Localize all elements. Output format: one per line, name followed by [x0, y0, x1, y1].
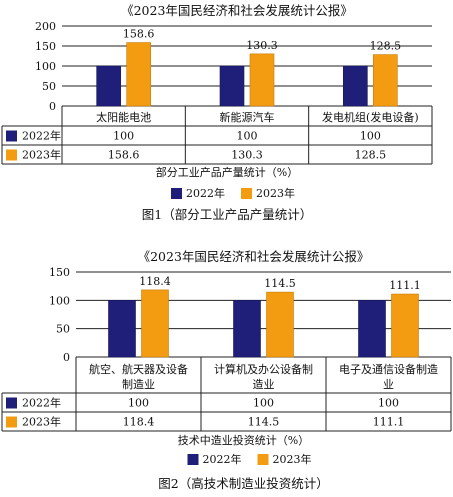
chart1-ytick-1: 50: [42, 80, 56, 93]
chart1-ytick-3: 150: [35, 40, 56, 53]
chart2-bar-2023-0: [141, 289, 169, 358]
chart1-table-cell-1-2: 128.5: [355, 149, 387, 162]
chart1-bar-2023-1: [249, 53, 275, 107]
chart1-bar-2022-0: [96, 65, 121, 107]
chart1-legend-label-2023: 2023年: [256, 186, 295, 200]
chart1-legend-swatch-2023: [241, 188, 252, 199]
chart2-table-cell-0-0: 100: [128, 397, 149, 410]
chart1-table-cell-1-0: 158.6: [108, 149, 140, 162]
chart2-bar-2023-2: [391, 293, 419, 358]
chart1-caption: 图1（部分工业产品产量统计）: [142, 207, 312, 222]
chart1-title: 《2023年国民经济和社会发展统计公报》: [121, 3, 353, 18]
chart2-bar-2023-1: [266, 291, 294, 358]
chart2-legend-label-2022: 2022年: [203, 452, 242, 466]
chart2-table-row-label-2023: 2023年: [22, 415, 61, 429]
chart1-table-cell-1-1: 130.3: [231, 149, 263, 162]
chart1-bar-2022-1: [219, 65, 245, 107]
chart1-category-1: 新能源汽车: [220, 110, 275, 124]
chart2-table-cell-1-1: 114.5: [248, 416, 280, 429]
chart2-data-label-1: 114.5: [264, 277, 296, 290]
chart1-table-swatch-2022: [6, 130, 17, 142]
chart2-category-1-line-1: 造业: [253, 377, 275, 391]
chart2-category-0-line-1: 制造业: [122, 377, 155, 391]
chart1-data-label-2: 128.5: [370, 40, 402, 53]
chart2-axis-title: 技术中造业投资统计（%）: [178, 433, 309, 447]
chart1-legend-label-2022: 2022年: [186, 186, 225, 200]
chart2-caption: 图2（高技术制造业投资统计）: [158, 476, 328, 491]
chart2-bar-2022-0: [108, 300, 136, 358]
chart1-table-cell-0-2: 100: [360, 130, 381, 143]
chart1-table-row-label-2023: 2023年: [22, 148, 61, 162]
chart1-category-2: 发电机组(发电设备): [322, 110, 419, 124]
chart2-table-cell-0-2: 100: [378, 397, 399, 410]
chart2-ytick-0: 0: [63, 351, 70, 364]
chart2-title: 《2023年国民经济和社会发展统计公报》: [138, 249, 370, 264]
chart2-table-row-label-2022: 2022年: [22, 396, 61, 410]
chart1-table-cell-0-0: 100: [113, 130, 134, 143]
chart2-legend-swatch-2022: [187, 454, 199, 465]
chart2-category-2-line-1: 业: [383, 378, 394, 391]
chart2-bar-2022-1: [233, 300, 261, 358]
chart1-ytick-4: 200: [35, 20, 56, 33]
chart1-ytick-2: 100: [35, 60, 56, 73]
chart1-bar-2022-2: [343, 65, 368, 107]
chart1-legend-swatch-2022: [171, 188, 182, 199]
chart2-table-cell-0-1: 100: [253, 397, 274, 410]
chart2-ytick-2: 100: [49, 294, 70, 307]
chart2-category-2-line-0: 电子及通信设备制造: [339, 362, 438, 376]
chart2-data-label-0: 118.4: [139, 275, 171, 288]
chart1-category-0: 太阳能电池: [96, 110, 151, 124]
chart2-table-swatch-2023: [6, 416, 17, 428]
chart2-table-cell-1-2: 111.1: [373, 416, 405, 429]
chart2-table-cell-1-0: 118.4: [123, 416, 155, 429]
chart1-bar-2023-2: [373, 54, 398, 107]
chart2-table-swatch-2022: [6, 397, 17, 409]
chart2-ytick-3: 150: [49, 266, 70, 279]
chart1-axis-title: 部分工业产品产量统计（%）: [156, 165, 298, 179]
chart1-data-label-1: 130.3: [246, 39, 278, 52]
chart1-data-label-0: 158.6: [123, 28, 155, 41]
chart2-ytick-1: 50: [56, 323, 70, 336]
chart2-bar-2022-2: [358, 300, 386, 358]
chart2-category-1-line-0: 计算机及办公设备制: [214, 362, 313, 376]
chart1-table-row-label-2022: 2022年: [22, 129, 61, 143]
chart2-data-label-2: 111.1: [389, 279, 421, 292]
chart1-ytick-0: 0: [49, 100, 56, 113]
chart1-table-swatch-2023: [6, 149, 17, 161]
chart2-category-0-line-0: 航空、航天器及设备: [89, 362, 188, 376]
chart2-legend-label-2023: 2023年: [273, 452, 312, 466]
chart1-bar-2023-0: [126, 42, 151, 107]
chart2-legend-swatch-2023: [257, 454, 269, 465]
chart1-table-cell-0-1: 100: [237, 130, 258, 143]
